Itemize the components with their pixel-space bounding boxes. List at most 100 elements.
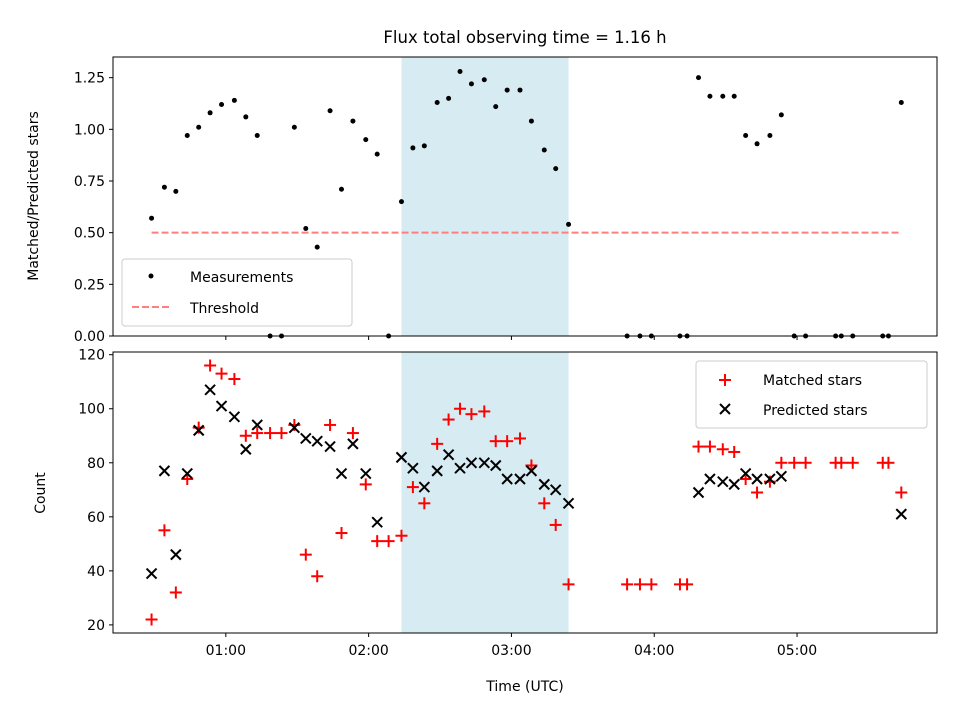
predicted-star-marker [895, 508, 908, 520]
top-axes-frame [112, 56, 938, 337]
matched-star-marker [882, 456, 895, 469]
top-y-tick-label: 0.75 [74, 174, 105, 190]
matched-star-marker [359, 478, 372, 491]
predicted-star-marker [158, 465, 171, 477]
bottom-y-tick-label: 20 [87, 618, 105, 634]
measurement-point [207, 110, 213, 116]
measurement-point [374, 151, 380, 157]
legend-threshold-label: Threshold [189, 301, 259, 317]
predicted-star-marker [525, 465, 538, 477]
predicted-star-marker [311, 435, 323, 447]
bottom-x-axis-label: Time (UTC) [485, 679, 563, 695]
measurement-point [254, 133, 260, 139]
matched-star-marker [478, 405, 491, 418]
matched-star-marker [549, 518, 562, 531]
matched-star-marker [215, 367, 228, 380]
matched-star-marker [788, 456, 801, 469]
matched-star-marker [324, 418, 337, 431]
predicted-star-marker [465, 457, 478, 469]
legend-measurements-label: Measurements [190, 270, 293, 286]
bottom-y-axis-label: Count [33, 472, 49, 514]
matched-star-marker [799, 456, 812, 469]
matched-star-marker [418, 497, 431, 510]
measurement-point [314, 244, 320, 250]
bottom-x-tick-label: 05:00 [777, 643, 817, 659]
top-y-tick-label: 1.25 [74, 71, 105, 87]
measurement-point [468, 81, 474, 87]
measurement-point [707, 93, 713, 99]
measurement-point [161, 184, 167, 190]
measurement-point [493, 104, 499, 110]
matched-star-marker [145, 613, 158, 626]
measurement-point [243, 114, 249, 120]
bottom-y-tick-label: 120 [78, 348, 105, 364]
predicted-star-marker [751, 473, 763, 485]
matched-star-marker [431, 437, 444, 450]
matched-star-marker [538, 497, 551, 510]
matched-star-marker [728, 445, 741, 458]
matched-star-marker [703, 440, 716, 453]
matched-star-marker [275, 427, 288, 440]
measurement-point [898, 99, 904, 105]
matched-star-marker [465, 408, 478, 421]
predicted-star-marker [347, 438, 359, 450]
measurement-point [327, 108, 333, 114]
predicted-star-marker [288, 421, 301, 434]
predicted-star-marker [454, 462, 466, 474]
matched-star-marker [395, 529, 408, 542]
predicted-star-marker [692, 486, 705, 499]
matched-star-marker [371, 535, 384, 548]
measurement-point [303, 226, 309, 232]
measurement-point [184, 133, 190, 139]
matched-star-marker [489, 435, 502, 448]
predicted-star-marker [360, 467, 372, 480]
measurement-point [457, 68, 463, 74]
matched-star-marker [335, 527, 348, 540]
predicted-star-marker [717, 475, 729, 488]
top-y-tick-label: 1.00 [74, 122, 105, 138]
predicted-star-marker [549, 484, 562, 496]
measurement-point [566, 221, 572, 227]
matched-star-marker [514, 432, 527, 445]
measurement-point [517, 87, 523, 93]
top-legend: Measurements Threshold [121, 258, 353, 327]
measurement-point [754, 141, 760, 147]
measurement-point [767, 133, 773, 139]
bottom-x-tick-label: 04:00 [634, 643, 674, 659]
predicted-star-marker [324, 440, 336, 453]
measurement-point [410, 145, 416, 151]
matched-star-marker [169, 586, 182, 599]
bottom-y-tick-label: 40 [87, 564, 105, 580]
predicted-star-marker [442, 448, 455, 461]
bottom-axes-frame [112, 351, 938, 634]
measurement-point [553, 166, 559, 172]
matched-star-marker [406, 481, 419, 494]
matched-star-marker [239, 429, 252, 442]
top-plot-area: 0.00 0.25 0.50 0.75 1.00 1.25 [74, 56, 938, 345]
matched-star-marker [501, 435, 514, 448]
predicted-star-marker [478, 457, 491, 469]
matched-star-marker [442, 413, 455, 426]
matched-star-marker [895, 486, 908, 499]
matched-star-marker [228, 373, 241, 386]
matched-star-marker [299, 548, 312, 561]
bottom-y-tick-label: 80 [87, 456, 105, 472]
matched-star-marker [751, 486, 764, 499]
predicted-star-marker [240, 443, 252, 455]
legend-predicted-label: Predicted stars [763, 403, 868, 419]
matched-star-marker [204, 359, 217, 372]
measurement-point [696, 75, 702, 81]
measurement-point [291, 124, 297, 130]
matched-star-marker [716, 443, 729, 456]
measurement-point [421, 143, 427, 149]
measurement-point [434, 99, 440, 105]
predicted-star-marker [170, 548, 182, 561]
measurement-point [504, 87, 510, 93]
measurement-point [398, 199, 404, 205]
bottom-y-tick-label: 60 [87, 510, 105, 526]
bottom-legend: Matched stars Predicted stars [695, 360, 928, 429]
predicted-star-marker [192, 424, 205, 437]
legend-matched-marker [719, 374, 731, 386]
top-highlight-span [401, 57, 569, 336]
matched-star-marker [264, 427, 277, 440]
